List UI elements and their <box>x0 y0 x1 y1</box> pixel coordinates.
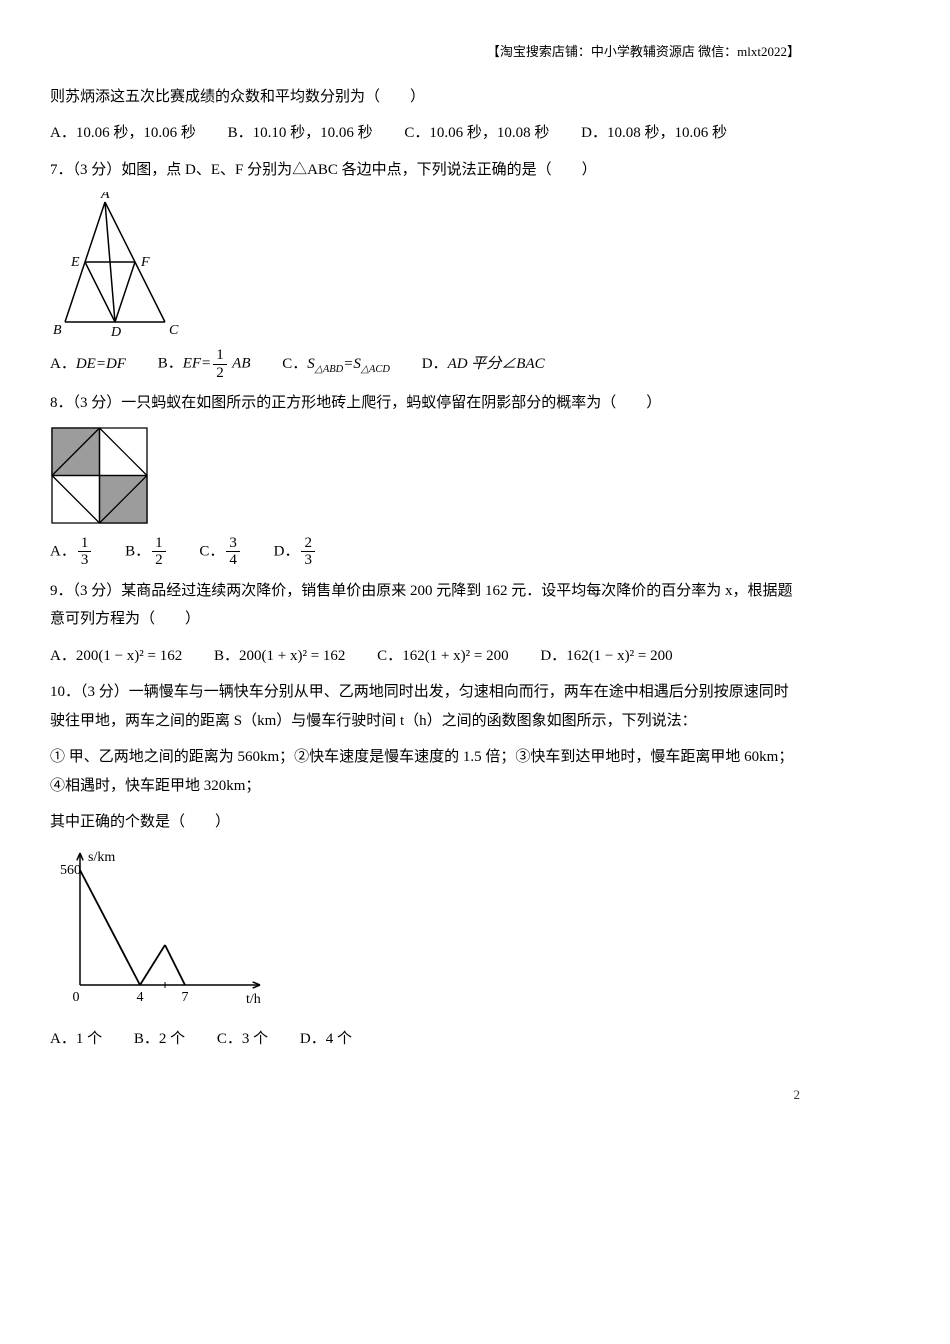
q8-opt-c: C．34 <box>199 535 242 569</box>
q7-opt-a: A．DE=DF <box>50 350 126 379</box>
square-tile-diagram <box>50 426 149 525</box>
q10-stem-1: 10．（3 分）一辆慢车与一辆快车分别从甲、乙两地同时出发，匀速相向而行，两车在… <box>50 678 800 735</box>
q7-opt-b: B．EF=12 AB <box>158 347 251 381</box>
q7-opt-d: D．AD 平分∠BAC <box>422 350 545 379</box>
q7-opt-c: C．S△ABD=S△ACD <box>282 350 390 380</box>
q10-chart: 560 0 4 7 s/km t/h <box>50 845 800 1015</box>
q7-options: A．DE=DF B．EF=12 AB C．S△ABD=S△ACD D．AD 平分… <box>50 347 800 381</box>
svg-text:7: 7 <box>182 990 189 1005</box>
q7-stem: 7．（3 分）如图，点 D、E、F 分别为△ABC 各边中点，下列说法正确的是（… <box>50 156 800 185</box>
q6-opt-a: A．10.06 秒，10.06 秒 <box>50 119 196 148</box>
svg-text:C: C <box>169 323 179 337</box>
svg-text:s/km: s/km <box>88 850 115 865</box>
q8-opt-a: A．13 <box>50 535 93 569</box>
q8-opt-b: B．12 <box>125 535 168 569</box>
q9-opt-d: D．162(1 − x)² = 200 <box>540 642 672 671</box>
svg-text:D: D <box>110 325 121 337</box>
svg-text:560: 560 <box>60 863 81 878</box>
q6-opt-b: B．10.10 秒，10.06 秒 <box>228 119 373 148</box>
svg-text:0: 0 <box>73 990 80 1005</box>
svg-text:B: B <box>53 323 62 337</box>
svg-text:A: A <box>100 192 110 202</box>
q8-opt-d: D．23 <box>274 535 317 569</box>
q7-figure: A B C D E F <box>50 192 800 337</box>
q9-opt-c: C．162(1 + x)² = 200 <box>377 642 508 671</box>
header-note: 【淘宝搜索店铺：中小学教辅资源店 微信：mlxt2022】 <box>50 40 800 65</box>
q6-tail: 则苏炳添这五次比赛成绩的众数和平均数分别为（ ） <box>50 83 800 112</box>
q10-opt-b: B．2 个 <box>134 1025 185 1054</box>
svg-text:E: E <box>70 255 80 270</box>
q10-stem-3: 其中正确的个数是（ ） <box>50 808 800 837</box>
q10-options: A．1 个 B．2 个 C．3 个 D．4 个 <box>50 1025 800 1054</box>
q10-opt-d: D．4 个 <box>300 1025 352 1054</box>
svg-text:4: 4 <box>137 990 144 1005</box>
svg-text:F: F <box>140 255 150 270</box>
q10-stem-2: ① 甲、乙两地之间的距离为 560km；②快车速度是慢车速度的 1.5 倍；③快… <box>50 743 800 800</box>
q8-figure <box>50 426 800 525</box>
q9-opt-b: B．200(1 + x)² = 162 <box>214 642 345 671</box>
q6-opt-d: D．10.08 秒，10.06 秒 <box>581 119 727 148</box>
q9-options: A．200(1 − x)² = 162 B．200(1 + x)² = 162 … <box>50 642 800 671</box>
q10-opt-a: A．1 个 <box>50 1025 102 1054</box>
distance-time-chart: 560 0 4 7 s/km t/h <box>50 845 280 1015</box>
q8-stem: 8．（3 分）一只蚂蚁在如图所示的正方形地砖上爬行，蚂蚁停留在阴影部分的概率为（… <box>50 389 800 418</box>
page-number: 2 <box>50 1083 800 1108</box>
q9-stem: 9．（3 分）某商品经过连续两次降价，销售单价由原来 200 元降到 162 元… <box>50 577 800 634</box>
q6-opt-c: C．10.06 秒，10.08 秒 <box>404 119 549 148</box>
q10-opt-c: C．3 个 <box>217 1025 268 1054</box>
q8-options: A．13 B．12 C．34 D．23 <box>50 535 800 569</box>
triangle-diagram: A B C D E F <box>50 192 180 337</box>
svg-text:t/h: t/h <box>246 992 261 1007</box>
q9-opt-a: A．200(1 − x)² = 162 <box>50 642 182 671</box>
q6-options: A．10.06 秒，10.06 秒 B．10.10 秒，10.06 秒 C．10… <box>50 119 800 148</box>
